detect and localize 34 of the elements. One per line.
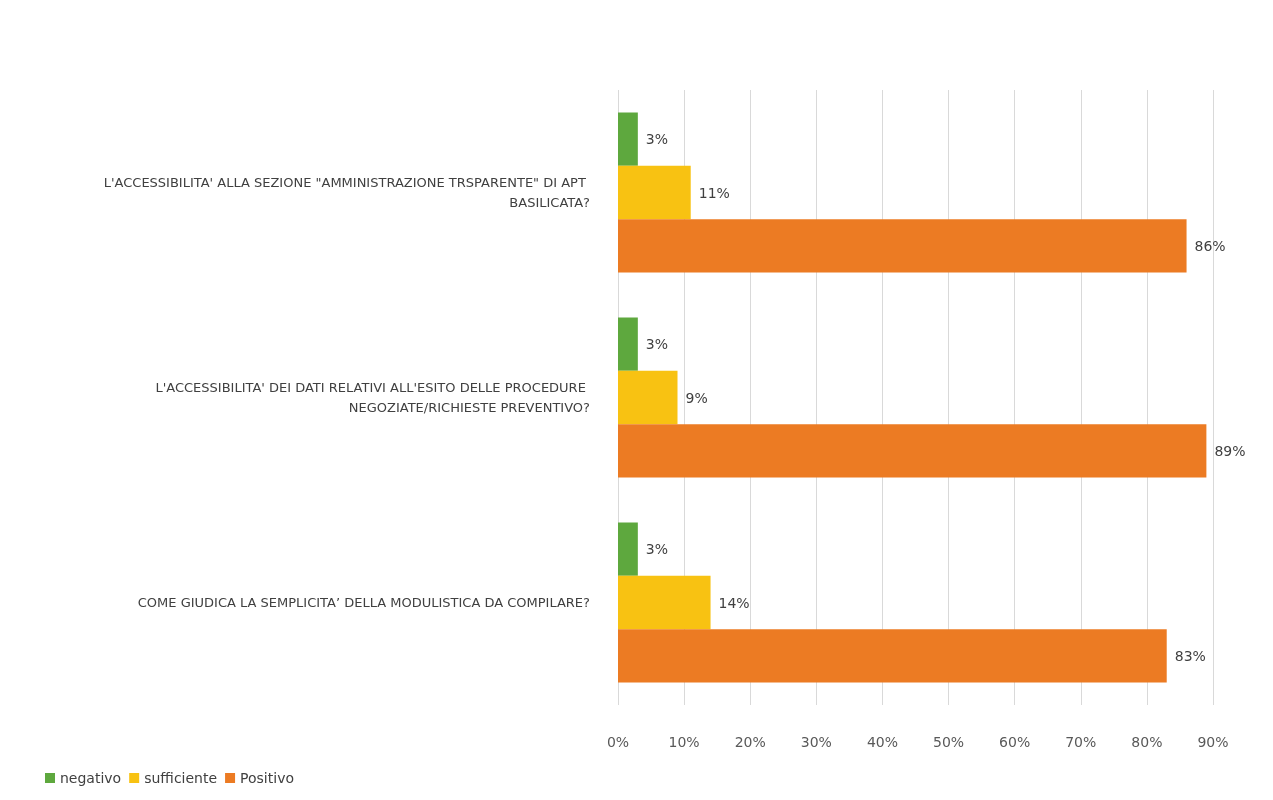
bar xyxy=(618,219,1187,273)
y-tick-label: L'ACCESSIBILITA' ALLA SEZIONE "AMMINISTRAZIONE TRSPARENTE" DI APT BASILICATA? xyxy=(103,175,590,210)
data-label: 11% xyxy=(698,184,730,201)
legend-label: Positivo xyxy=(240,770,294,786)
data-label: 9% xyxy=(685,389,708,406)
x-tick-label: 80% xyxy=(1131,734,1163,750)
bar xyxy=(618,317,638,371)
y-tick-label: COME GIUDICA LA SEMPLICITA’ DELLA MODULISTICA DA COMPILARE? xyxy=(137,595,590,610)
data-label: 83% xyxy=(1174,647,1206,664)
bar xyxy=(618,370,678,425)
bar xyxy=(618,424,1207,478)
y-tick-label: L'ACCESSIBILITA' DEI DATI RELATIVI ALL'ESITO DELLE PROCEDURE NEGOZIATE/RICHIESTE PREVENTIVO? xyxy=(155,380,590,415)
data-label: 3% xyxy=(645,336,669,353)
legend-label: negativo xyxy=(60,770,122,786)
bar xyxy=(618,522,638,576)
x-tick-label: 50% xyxy=(932,734,965,750)
x-tick-label: 30% xyxy=(800,734,832,750)
bar xyxy=(618,112,638,166)
x-tick-label: 90% xyxy=(1197,734,1229,750)
bar xyxy=(618,165,691,220)
bar xyxy=(618,629,1167,683)
x-tick-label: 70% xyxy=(1065,734,1097,750)
bar xyxy=(618,575,711,630)
x-tick-label: 10% xyxy=(668,734,700,750)
data-label: 86% xyxy=(1194,237,1226,254)
data-label: 3% xyxy=(645,131,669,148)
x-tick-label: 60% xyxy=(999,734,1031,750)
x-tick-label: 40% xyxy=(866,734,899,750)
data-label: 14% xyxy=(718,594,750,611)
legend-label: sufficiente xyxy=(144,770,218,786)
data-label: 89% xyxy=(1214,442,1246,459)
data-label: 3% xyxy=(645,541,669,558)
x-tick-label: 0% xyxy=(606,734,630,750)
x-tick-label: 20% xyxy=(734,734,766,750)
